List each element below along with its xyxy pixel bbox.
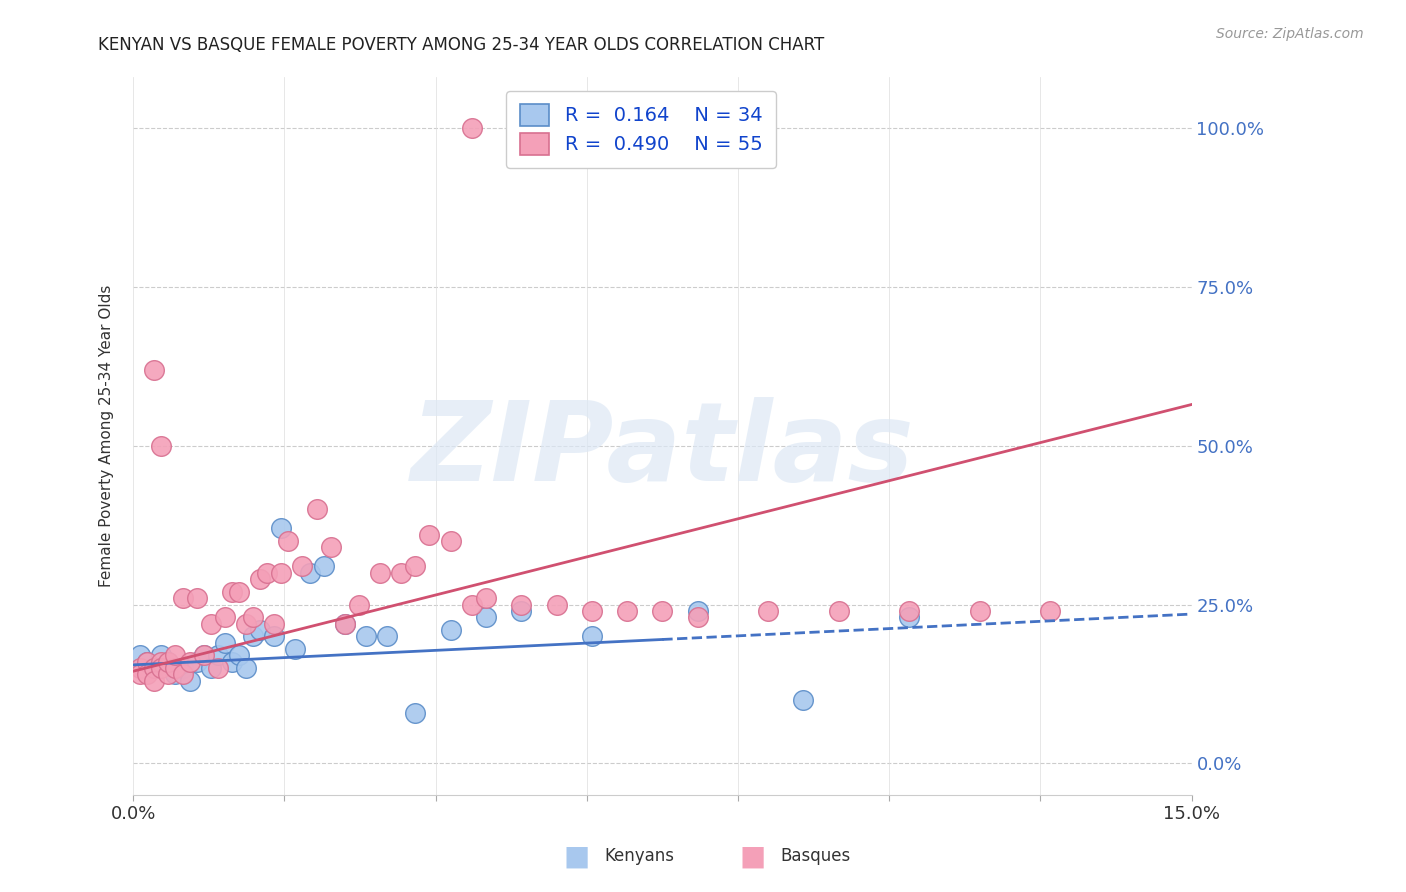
Point bbox=[319, 541, 342, 555]
Point bbox=[179, 655, 201, 669]
Point bbox=[461, 121, 484, 136]
Text: Source: ZipAtlas.com: Source: ZipAtlas.com bbox=[1216, 27, 1364, 41]
Point bbox=[828, 604, 851, 618]
Point bbox=[368, 566, 391, 580]
Point bbox=[651, 604, 673, 618]
Point bbox=[312, 559, 335, 574]
Point bbox=[179, 673, 201, 688]
Point bbox=[375, 629, 398, 643]
Point bbox=[143, 362, 166, 376]
Point bbox=[581, 604, 603, 618]
Point bbox=[165, 661, 187, 675]
Point bbox=[214, 610, 236, 624]
Point bbox=[249, 623, 271, 637]
Point bbox=[418, 527, 440, 541]
Point bbox=[475, 610, 498, 624]
Point bbox=[207, 648, 229, 663]
Text: ZIPatlas: ZIPatlas bbox=[411, 397, 914, 504]
Point bbox=[256, 566, 278, 580]
Point bbox=[172, 661, 194, 675]
Point bbox=[165, 648, 187, 663]
Point bbox=[284, 642, 307, 657]
Point bbox=[354, 629, 377, 643]
Point bbox=[277, 534, 299, 549]
Point bbox=[228, 648, 250, 663]
Point bbox=[200, 661, 222, 675]
Point bbox=[440, 623, 463, 637]
Point bbox=[546, 598, 568, 612]
Point bbox=[143, 661, 166, 675]
Point bbox=[150, 655, 173, 669]
Point bbox=[157, 655, 180, 669]
Point bbox=[270, 521, 292, 535]
Point bbox=[136, 655, 159, 669]
Point bbox=[898, 604, 921, 618]
Point bbox=[207, 661, 229, 675]
Point bbox=[150, 661, 173, 675]
Point bbox=[263, 629, 285, 643]
Point bbox=[440, 534, 463, 549]
Text: Basques: Basques bbox=[780, 847, 851, 865]
Point bbox=[263, 616, 285, 631]
Point bbox=[165, 667, 187, 681]
Text: ■: ■ bbox=[564, 842, 589, 871]
Point bbox=[129, 667, 152, 681]
Point bbox=[150, 648, 173, 663]
Point bbox=[270, 566, 292, 580]
Point bbox=[136, 655, 159, 669]
Point bbox=[157, 667, 180, 681]
Point bbox=[214, 635, 236, 649]
Point bbox=[792, 693, 814, 707]
Point bbox=[969, 604, 991, 618]
Point bbox=[305, 502, 328, 516]
Point bbox=[186, 591, 208, 606]
Point bbox=[157, 655, 180, 669]
Point bbox=[404, 559, 426, 574]
Legend: R =  0.164    N = 34, R =  0.490    N = 55: R = 0.164 N = 34, R = 0.490 N = 55 bbox=[506, 91, 776, 168]
Point bbox=[756, 604, 779, 618]
Point bbox=[347, 598, 370, 612]
Point bbox=[186, 655, 208, 669]
Point bbox=[510, 598, 533, 612]
Point bbox=[129, 648, 152, 663]
Point bbox=[221, 655, 243, 669]
Point bbox=[249, 572, 271, 586]
Point bbox=[333, 616, 356, 631]
Point bbox=[686, 610, 709, 624]
Point bbox=[291, 559, 314, 574]
Point bbox=[242, 629, 264, 643]
Point bbox=[200, 616, 222, 631]
Point bbox=[581, 629, 603, 643]
Point bbox=[898, 610, 921, 624]
Text: Kenyans: Kenyans bbox=[605, 847, 675, 865]
Y-axis label: Female Poverty Among 25-34 Year Olds: Female Poverty Among 25-34 Year Olds bbox=[100, 285, 114, 588]
Point bbox=[1039, 604, 1062, 618]
Point bbox=[686, 604, 709, 618]
Point bbox=[143, 673, 166, 688]
Point bbox=[143, 661, 166, 675]
Point bbox=[510, 604, 533, 618]
Text: KENYAN VS BASQUE FEMALE POVERTY AMONG 25-34 YEAR OLDS CORRELATION CHART: KENYAN VS BASQUE FEMALE POVERTY AMONG 25… bbox=[98, 36, 825, 54]
Point bbox=[136, 667, 159, 681]
Point bbox=[172, 591, 194, 606]
Point bbox=[475, 591, 498, 606]
Point bbox=[193, 648, 215, 663]
Point bbox=[389, 566, 412, 580]
Point bbox=[172, 667, 194, 681]
Point bbox=[221, 585, 243, 599]
Point bbox=[242, 610, 264, 624]
Point bbox=[333, 616, 356, 631]
Point bbox=[193, 648, 215, 663]
Point bbox=[235, 661, 257, 675]
Text: ■: ■ bbox=[740, 842, 765, 871]
Point bbox=[150, 439, 173, 453]
Point bbox=[616, 604, 638, 618]
Point bbox=[235, 616, 257, 631]
Point bbox=[404, 706, 426, 720]
Point bbox=[461, 598, 484, 612]
Point bbox=[228, 585, 250, 599]
Point bbox=[298, 566, 321, 580]
Point bbox=[129, 661, 152, 675]
